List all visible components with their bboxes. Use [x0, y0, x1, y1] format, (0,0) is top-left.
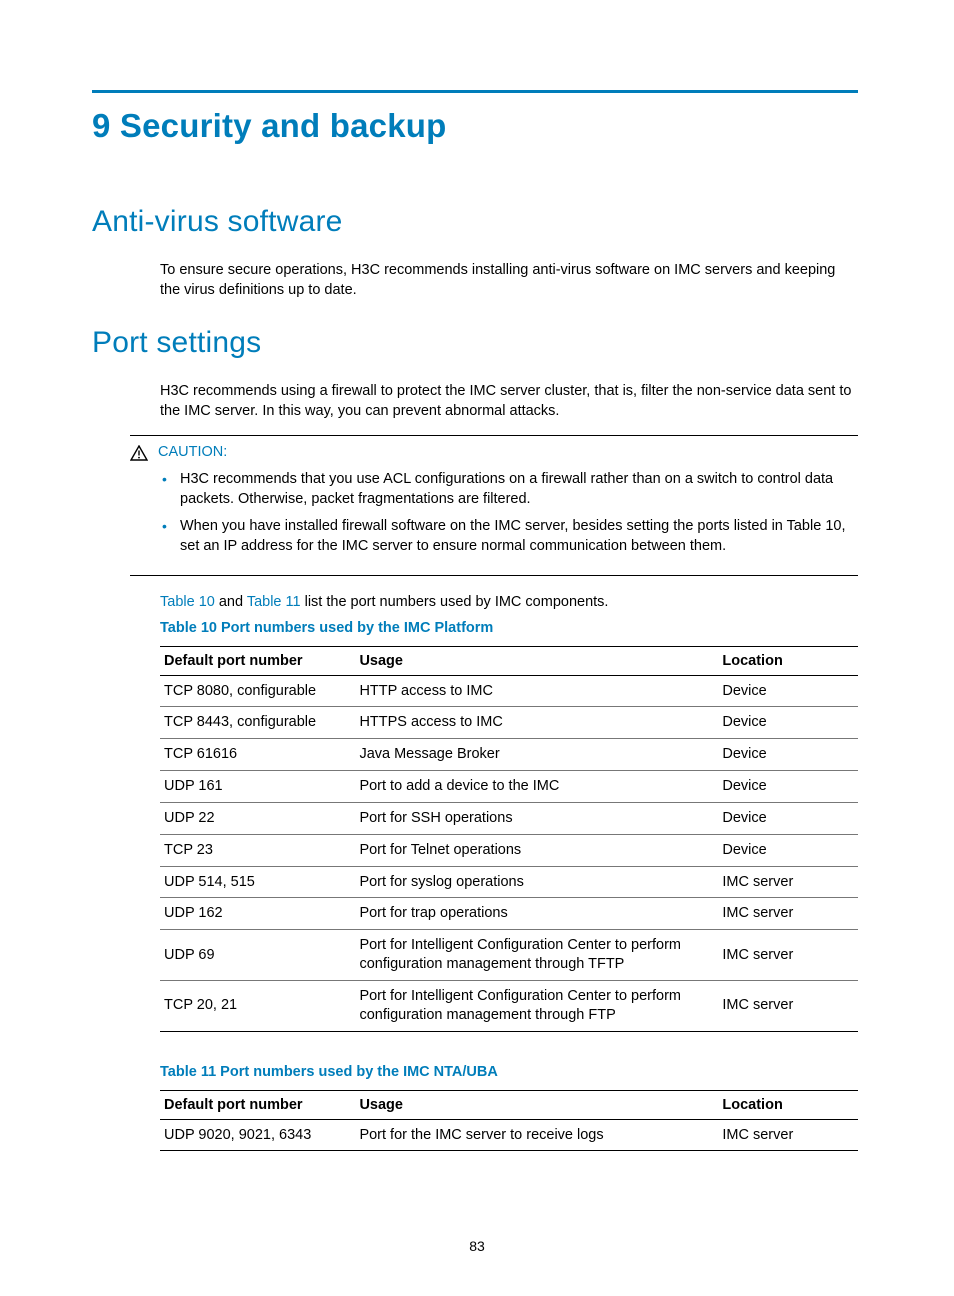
cell-port: TCP 8080, configurable — [160, 675, 355, 707]
cell-usage: HTTP access to IMC — [355, 675, 718, 707]
table10: Default port number Usage Location TCP 8… — [160, 646, 858, 1032]
table-row: TCP 8080, configurableHTTP access to IMC… — [160, 675, 858, 707]
col-header-usage: Usage — [355, 1090, 718, 1119]
cell-usage: Port for Telnet operations — [355, 834, 718, 866]
caution-icon — [130, 445, 148, 464]
port-settings-body: H3C recommends using a firewall to prote… — [92, 382, 858, 421]
cell-port: TCP 61616 — [160, 739, 355, 771]
cell-port: TCP 8443, configurable — [160, 707, 355, 739]
top-rule — [92, 90, 858, 93]
cell-usage: Port for SSH operations — [355, 802, 718, 834]
section-title-antivirus: Anti-virus software — [92, 205, 858, 239]
table-row: UDP 9020, 9021, 6343Port for the IMC ser… — [160, 1119, 858, 1151]
page: 9 Security and backup Anti-virus softwar… — [0, 0, 954, 1296]
cell-port: UDP 161 — [160, 771, 355, 803]
cell-location: IMC server — [718, 1119, 858, 1151]
table11: Default port number Usage Location UDP 9… — [160, 1090, 858, 1152]
cell-usage: Port for trap operations — [355, 898, 718, 930]
table-row: TCP 20, 21Port for Intelligent Configura… — [160, 980, 858, 1031]
col-header-port: Default port number — [160, 646, 355, 675]
cell-usage: Port for Intelligent Configuration Cente… — [355, 980, 718, 1031]
col-header-port: Default port number — [160, 1090, 355, 1119]
page-number: 83 — [0, 1238, 954, 1254]
table-row: UDP 69Port for Intelligent Configuration… — [160, 930, 858, 981]
cell-port: UDP 162 — [160, 898, 355, 930]
caution-label: CAUTION: — [158, 444, 227, 460]
table11-link[interactable]: Table 11 — [247, 594, 301, 610]
table-row: UDP 161Port to add a device to the IMCDe… — [160, 771, 858, 803]
section-title-port-settings: Port settings — [92, 326, 858, 360]
caution-bullet: H3C recommends that you use ACL configur… — [176, 470, 858, 509]
cell-port: TCP 20, 21 — [160, 980, 355, 1031]
cell-port: TCP 23 — [160, 834, 355, 866]
col-header-location: Location — [718, 646, 858, 675]
cell-usage: Port for Intelligent Configuration Cente… — [355, 930, 718, 981]
cell-usage: Port for the IMC server to receive logs — [355, 1119, 718, 1151]
table10-caption: Table 10 Port numbers used by the IMC Pl… — [160, 620, 858, 636]
cell-usage: Java Message Broker — [355, 739, 718, 771]
cell-location: Device — [718, 707, 858, 739]
table-header-row: Default port number Usage Location — [160, 646, 858, 675]
table-header-row: Default port number Usage Location — [160, 1090, 858, 1119]
caution-header: CAUTION: — [130, 444, 858, 464]
cell-port: UDP 514, 515 — [160, 866, 355, 898]
cell-usage: Port for syslog operations — [355, 866, 718, 898]
caution-bullet: When you have installed firewall softwar… — [176, 517, 858, 556]
table-row: TCP 23Port for Telnet operationsDevice — [160, 834, 858, 866]
reference-line: Table 10 and Table 11 list the port numb… — [160, 594, 858, 610]
table-row: TCP 8443, configurableHTTPS access to IM… — [160, 707, 858, 739]
table-row: UDP 162Port for trap operationsIMC serve… — [160, 898, 858, 930]
ref-between: and — [215, 594, 247, 610]
ref-after: list the port numbers used by IMC compon… — [301, 594, 609, 610]
cell-port: UDP 69 — [160, 930, 355, 981]
cell-usage: Port to add a device to the IMC — [355, 771, 718, 803]
cell-location: Device — [718, 834, 858, 866]
cell-usage: HTTPS access to IMC — [355, 707, 718, 739]
cell-location: Device — [718, 771, 858, 803]
antivirus-body: To ensure secure operations, H3C recomme… — [92, 261, 858, 300]
cell-location: Device — [718, 802, 858, 834]
cell-location: IMC server — [718, 980, 858, 1031]
caution-block: CAUTION: H3C recommends that you use ACL… — [130, 435, 858, 575]
cell-location: IMC server — [718, 898, 858, 930]
col-header-usage: Usage — [355, 646, 718, 675]
table-row: UDP 22Port for SSH operationsDevice — [160, 802, 858, 834]
cell-port: UDP 9020, 9021, 6343 — [160, 1119, 355, 1151]
table-row: TCP 61616Java Message BrokerDevice — [160, 739, 858, 771]
cell-port: UDP 22 — [160, 802, 355, 834]
table-row: UDP 514, 515Port for syslog operationsIM… — [160, 866, 858, 898]
chapter-title: 9 Security and backup — [92, 107, 858, 145]
col-header-location: Location — [718, 1090, 858, 1119]
cell-location: Device — [718, 675, 858, 707]
cell-location: IMC server — [718, 930, 858, 981]
cell-location: Device — [718, 739, 858, 771]
table11-caption: Table 11 Port numbers used by the IMC NT… — [160, 1064, 858, 1080]
cell-location: IMC server — [718, 866, 858, 898]
caution-list: H3C recommends that you use ACL configur… — [130, 470, 858, 556]
table10-link[interactable]: Table 10 — [160, 594, 215, 610]
